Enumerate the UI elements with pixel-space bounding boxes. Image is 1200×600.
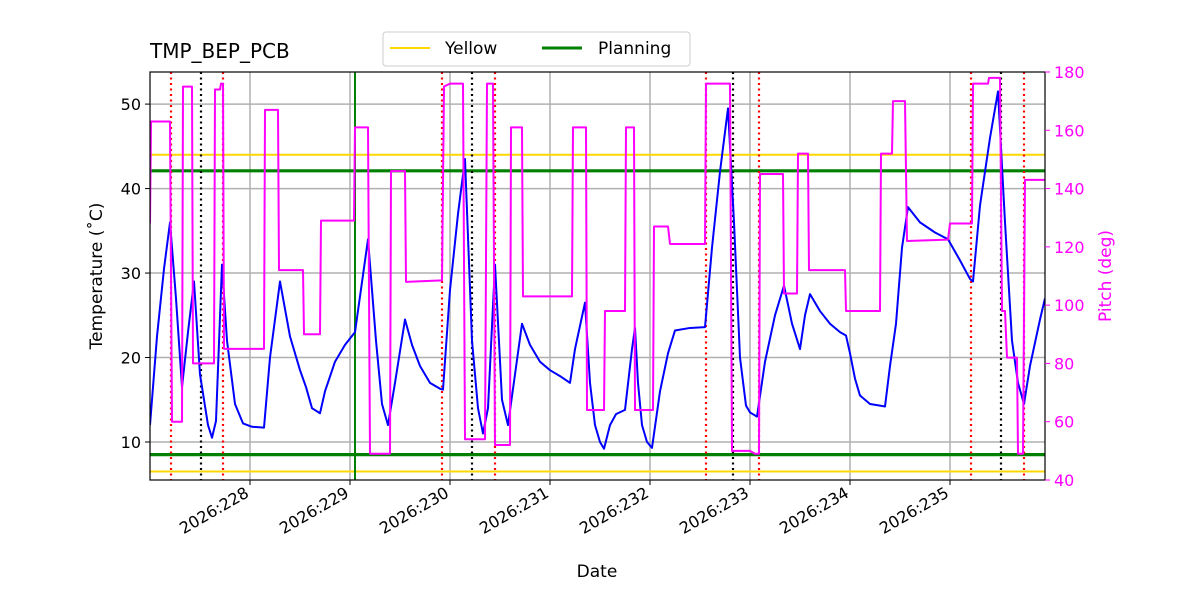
temperature-series-line bbox=[150, 90, 1045, 450]
y-tick-label: 30 bbox=[121, 264, 141, 283]
y2-tick-label: 140 bbox=[1054, 180, 1085, 199]
legend-label-yellow: Yellow bbox=[444, 39, 497, 59]
y-tick-label: 10 bbox=[121, 433, 141, 452]
y2-axis-label: Pitch (deg) bbox=[1096, 230, 1116, 322]
legend-label-planning: Planning bbox=[598, 39, 671, 59]
y-axis-label: Temperature (˚C) bbox=[86, 203, 107, 351]
legend-box bbox=[382, 31, 691, 67]
y2-tick-label: 100 bbox=[1054, 296, 1085, 315]
plot-frame bbox=[149, 71, 1046, 481]
y-tick-label: 20 bbox=[121, 349, 141, 368]
limit-lines bbox=[150, 153, 1045, 473]
y-tick-label: 50 bbox=[121, 95, 141, 114]
y-tick-label: 40 bbox=[121, 180, 141, 199]
y2-tick-label: 160 bbox=[1054, 121, 1085, 140]
y2-tick-label: 180 bbox=[1054, 63, 1085, 82]
pitch-series-line bbox=[150, 76, 1045, 455]
grid bbox=[150, 72, 1045, 480]
y2-tick-label: 80 bbox=[1054, 354, 1074, 373]
y2-tick-label: 40 bbox=[1054, 471, 1074, 490]
y2-tick-label: 60 bbox=[1054, 413, 1074, 432]
series bbox=[150, 76, 1045, 455]
legend: Yellow Planning bbox=[382, 31, 691, 67]
y2-tick-label: 120 bbox=[1054, 238, 1085, 257]
x-axis-label: Date bbox=[577, 562, 618, 582]
chart-title: TMP_BEP_PCB bbox=[149, 39, 290, 63]
